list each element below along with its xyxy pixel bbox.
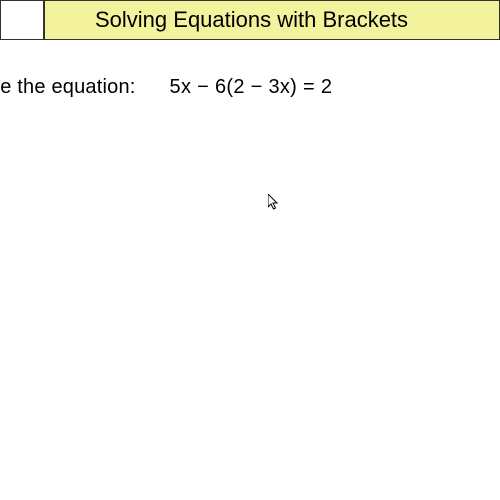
header-banner: Solving Equations with Brackets bbox=[44, 0, 500, 40]
question-row: ve the equation: 5x − 6(2 − 3x) = 2 bbox=[0, 76, 500, 99]
pointer-icon bbox=[268, 194, 280, 212]
question-prompt: ve the equation: bbox=[0, 76, 136, 99]
question-equation: 5x − 6(2 − 3x) = 2 bbox=[170, 76, 333, 99]
page-title: Solving Equations with Brackets bbox=[95, 7, 408, 33]
header-tab-blank bbox=[0, 0, 44, 40]
